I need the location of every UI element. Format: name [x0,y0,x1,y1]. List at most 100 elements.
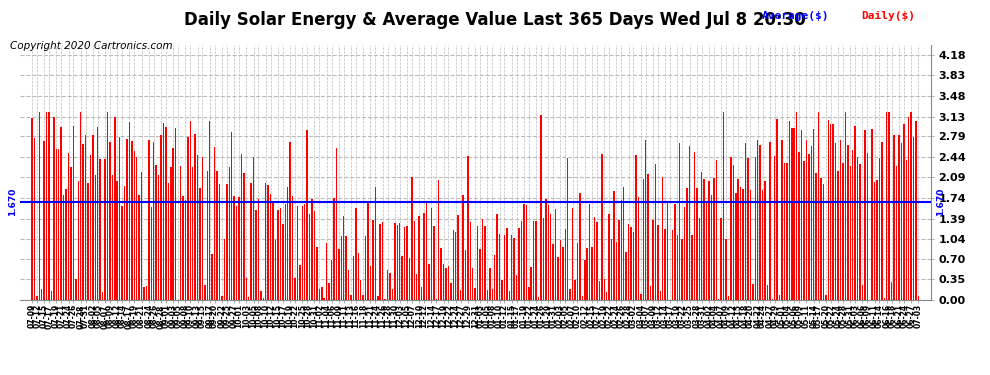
Bar [255,210,256,300]
Bar [44,141,45,300]
Bar [618,220,620,300]
Bar [309,214,310,300]
Bar [828,120,829,300]
Bar [136,157,138,300]
Bar [564,229,566,300]
Bar [406,226,408,300]
Bar [672,230,673,300]
Bar [664,230,666,300]
Bar [187,137,188,300]
Bar [421,287,423,300]
Bar [160,135,161,300]
Bar [384,299,386,300]
Bar [457,215,459,300]
Bar [389,273,391,300]
Bar [157,175,159,300]
Bar [55,149,57,300]
Bar [360,280,361,300]
Bar [703,179,705,300]
Bar [552,244,553,300]
Bar [414,221,415,300]
Bar [526,205,527,300]
Bar [752,284,753,300]
Bar [616,242,617,300]
Bar [248,297,249,300]
Bar [572,208,573,300]
Bar [314,211,315,300]
Bar [334,198,335,300]
Bar [779,295,780,300]
Bar [284,204,286,300]
Bar [913,137,915,300]
Bar [764,181,765,300]
Bar [207,171,208,300]
Bar [891,282,892,300]
Bar [554,209,556,300]
Bar [679,143,680,300]
Bar [776,119,778,300]
Bar [509,291,510,300]
Bar [884,298,885,300]
Bar [609,213,610,300]
Bar [467,156,468,300]
Bar [545,200,546,300]
Bar [818,112,820,300]
Text: 1.670: 1.670 [936,188,944,216]
Bar [631,227,632,300]
Bar [652,220,653,300]
Bar [175,128,176,300]
Bar [903,124,905,300]
Bar [628,224,630,300]
Bar [531,267,532,300]
Bar [131,141,133,300]
Bar [908,117,910,300]
Bar [718,299,720,300]
Bar [604,279,605,300]
Bar [129,123,130,300]
Bar [319,289,320,300]
Bar [244,173,245,300]
Bar [82,144,84,300]
Bar [117,182,118,300]
Bar [250,183,251,300]
Bar [372,220,373,300]
Bar [150,207,152,300]
Bar [681,239,683,300]
Bar [789,120,790,300]
Bar [501,280,503,300]
Bar [374,187,376,300]
Bar [744,143,746,300]
Bar [906,160,907,300]
Bar [487,290,488,300]
Bar [550,214,551,300]
Bar [124,186,126,300]
Bar [859,164,860,300]
Bar [491,289,493,300]
Text: Daily Solar Energy & Average Value Last 365 Days Wed Jul 8 20:30: Daily Solar Energy & Average Value Last … [184,11,806,29]
Bar [811,146,812,300]
Bar [438,180,440,300]
Bar [197,155,198,300]
Bar [852,150,853,300]
Bar [738,179,739,300]
Bar [404,227,405,300]
Bar [194,134,196,300]
Bar [533,221,535,300]
Bar [85,135,86,300]
Bar [803,160,805,300]
Bar [484,226,486,300]
Bar [562,247,563,300]
Bar [654,164,656,300]
Bar [170,167,171,300]
Bar [326,243,328,300]
Bar [844,112,846,300]
Bar [260,291,261,300]
Bar [781,140,783,300]
Bar [294,278,296,300]
Bar [462,195,463,300]
Bar [99,159,101,300]
Bar [219,184,220,300]
Bar [657,225,658,300]
Bar [494,255,495,300]
Bar [336,148,338,300]
